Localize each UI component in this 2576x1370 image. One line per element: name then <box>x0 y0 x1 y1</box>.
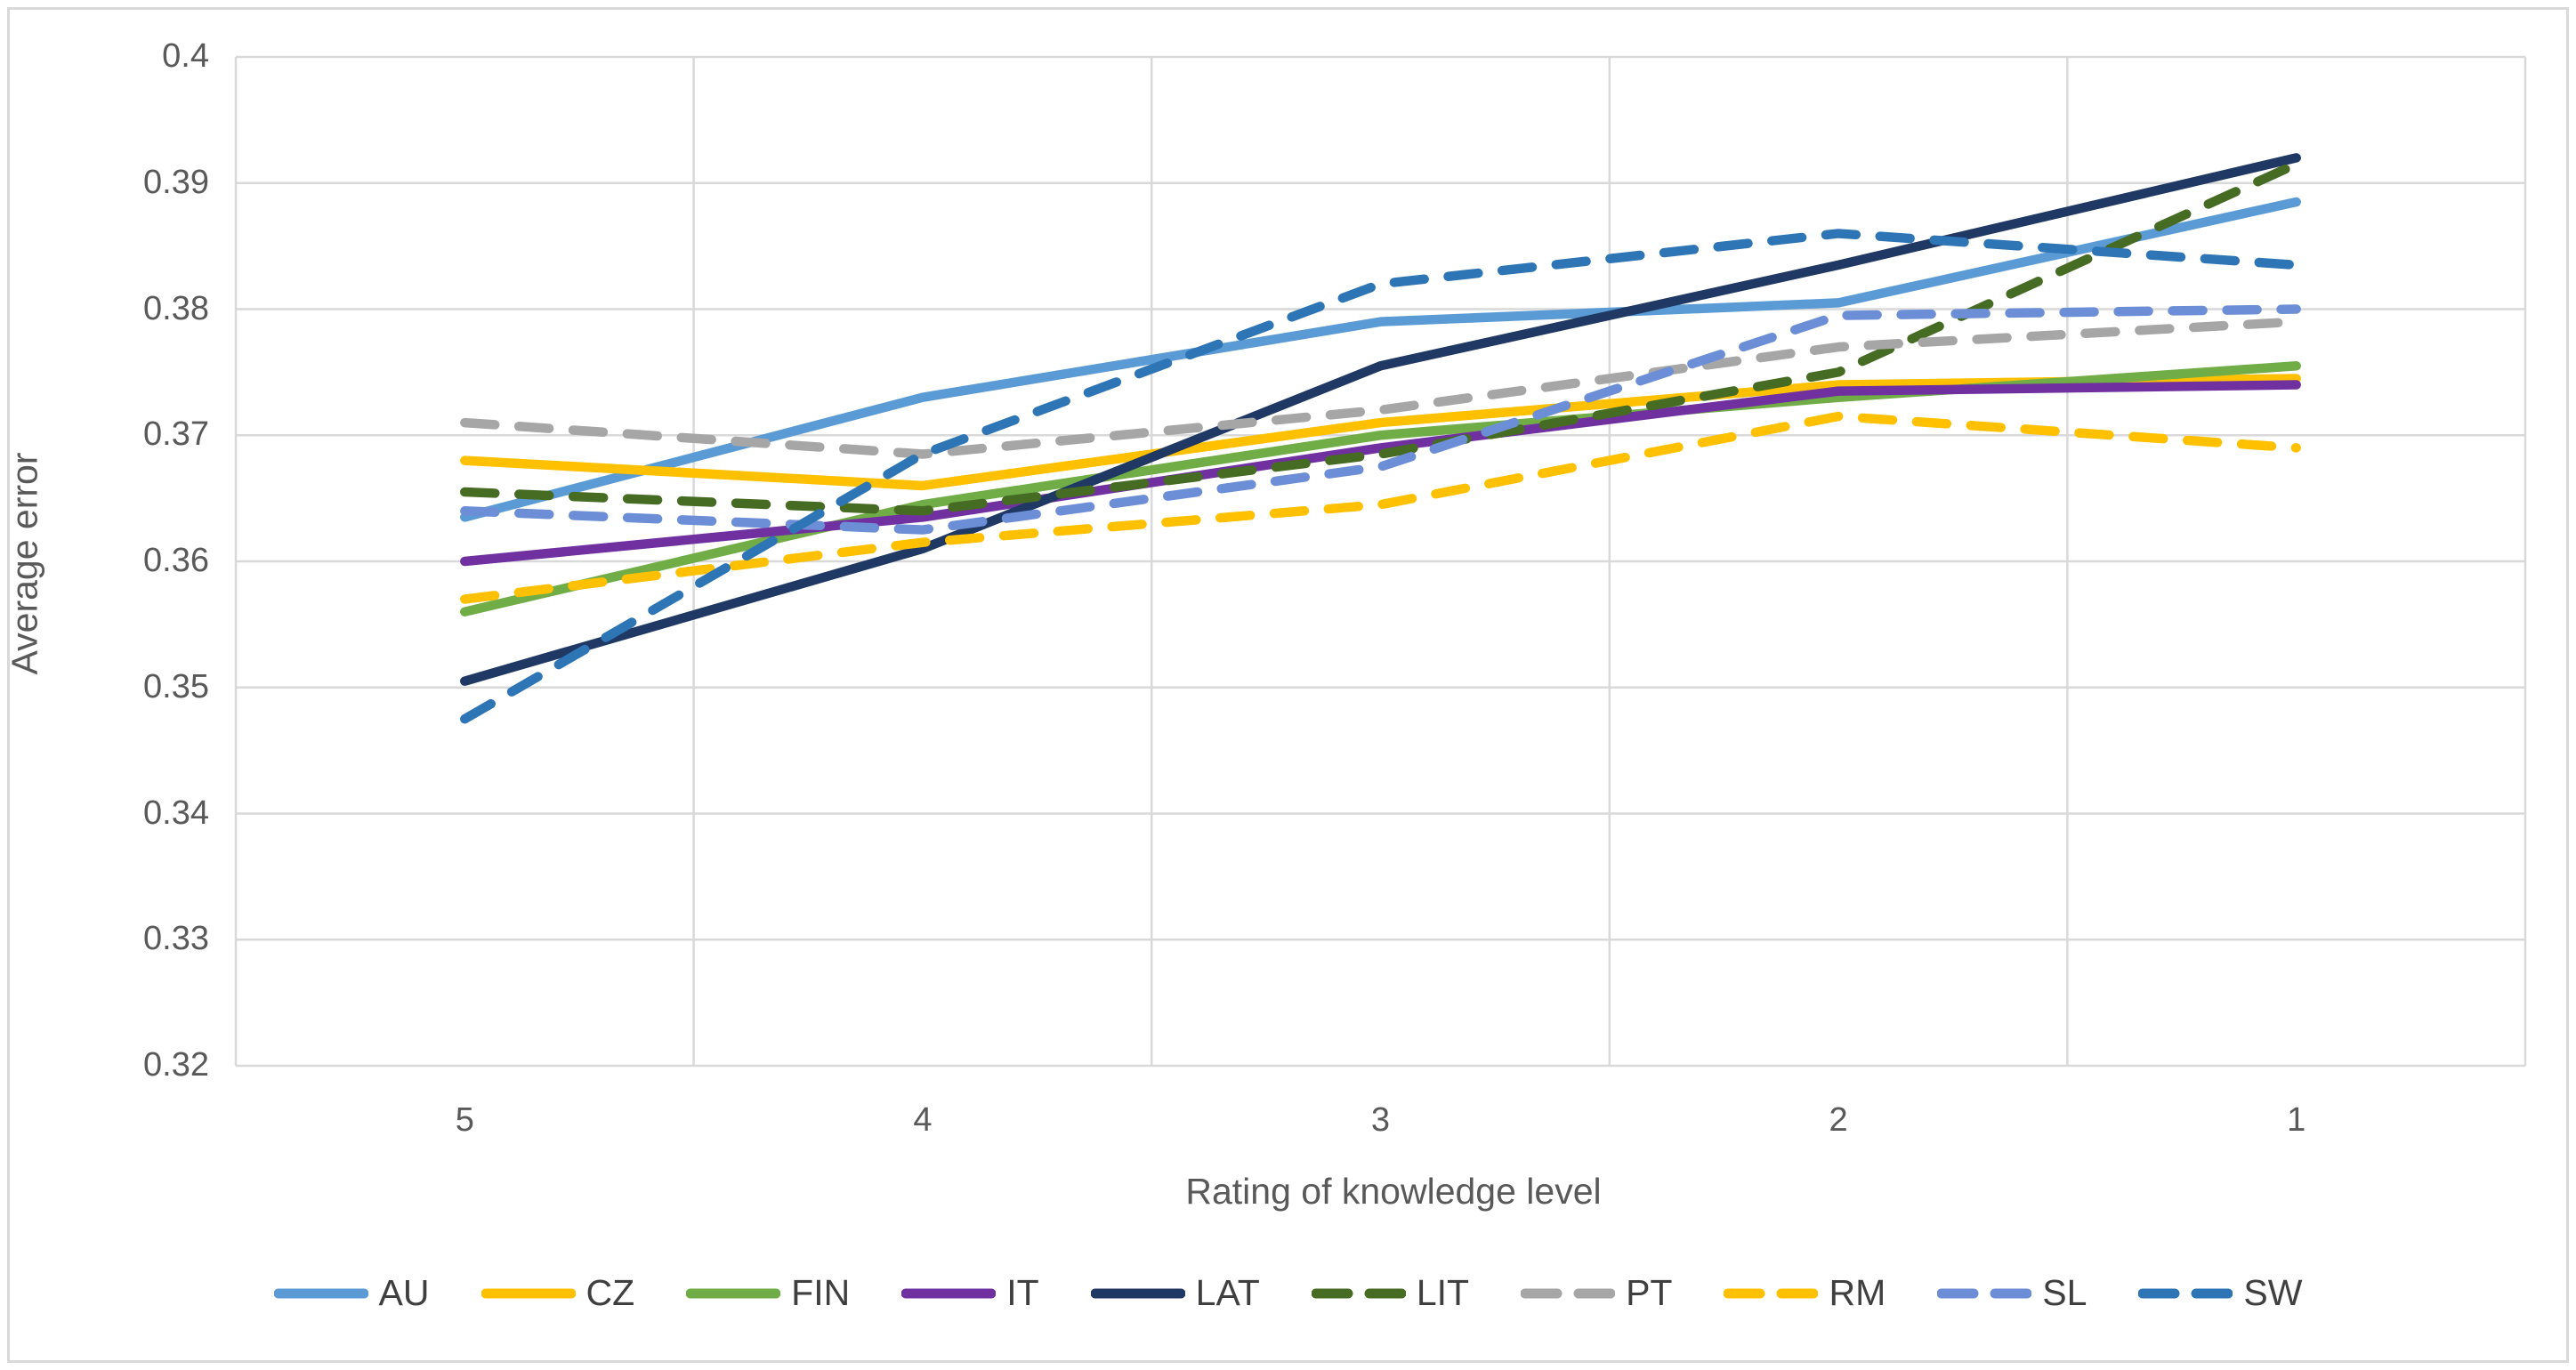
legend-item-RM: RM <box>1724 1272 1886 1314</box>
legend-item-IT: IT <box>901 1272 1039 1314</box>
legend-label-RM: RM <box>1829 1272 1886 1313</box>
legend-swatch-LAT <box>1090 1288 1185 1298</box>
x-tick-label: 4 <box>913 1101 933 1139</box>
y-tick-label: 0.4 <box>162 37 209 75</box>
y-tick-label: 0.33 <box>143 920 209 958</box>
legend-item-AU: AU <box>273 1272 430 1314</box>
legend-label-CZ: CZ <box>585 1272 635 1313</box>
y-tick-label: 0.34 <box>143 794 209 832</box>
y-tick-label: 0.35 <box>143 667 209 705</box>
series-line-LIT <box>460 159 2301 516</box>
x-tick-label: 2 <box>1829 1101 1848 1139</box>
x-axis-title: Rating of knowledge level <box>1185 1171 1602 1212</box>
legend-label-PT: PT <box>1626 1272 1673 1313</box>
series-line-FIN <box>460 361 2301 616</box>
legend-item-SL: SL <box>1937 1272 2087 1314</box>
legend-item-SW: SW <box>2138 1272 2302 1314</box>
y-tick-label: 0.39 <box>143 163 209 201</box>
legend-item-PT: PT <box>1521 1272 1672 1314</box>
y-tick-label: 0.32 <box>143 1046 209 1084</box>
legend-swatch-FIN <box>686 1288 781 1298</box>
x-tick-label: 3 <box>1370 1101 1391 1139</box>
x-tick-label: 1 <box>2287 1101 2306 1139</box>
legend-item-FIN: FIN <box>686 1272 850 1314</box>
chart-legend: AU CZ FIN IT LAT LIT PT RM SL SW <box>0 1272 2576 1314</box>
series-line-RM <box>460 411 2301 604</box>
legend-label-SL: SL <box>2042 1272 2087 1313</box>
series-line-SL <box>460 304 2301 535</box>
legend-swatch-SW <box>2138 1288 2233 1298</box>
legend-swatch-IT <box>901 1288 997 1298</box>
y-tick-label: 0.38 <box>143 289 209 327</box>
legend-item-LIT: LIT <box>1311 1272 1470 1314</box>
legend-swatch-PT <box>1521 1288 1616 1298</box>
y-tick-label: 0.37 <box>143 415 209 454</box>
legend-swatch-LIT <box>1311 1288 1406 1298</box>
y-tick-label: 0.36 <box>143 542 209 579</box>
legend-swatch-CZ <box>480 1288 576 1298</box>
legend-label-FIN: FIN <box>791 1272 851 1313</box>
series-line-SW <box>460 229 2301 724</box>
x-tick-label: 5 <box>455 1101 474 1139</box>
series-line-PT <box>460 317 2301 459</box>
legend-label-LIT: LIT <box>1416 1272 1470 1313</box>
legend-label-AU: AU <box>378 1272 430 1313</box>
series-line-LAT <box>460 153 2301 686</box>
legend-swatch-SL <box>1937 1288 2032 1298</box>
legend-swatch-AU <box>273 1288 368 1298</box>
legend-label-SW: SW <box>2243 1272 2303 1313</box>
series-line-IT <box>460 380 2301 567</box>
legend-label-LAT: LAT <box>1195 1272 1260 1313</box>
legend-item-CZ: CZ <box>480 1272 635 1314</box>
legend-label-IT: IT <box>1006 1272 1039 1313</box>
legend-item-LAT: LAT <box>1090 1272 1260 1314</box>
legend-swatch-RM <box>1724 1288 1819 1298</box>
y-axis-title: Average error <box>4 452 45 675</box>
series-line-AU <box>460 197 2301 522</box>
